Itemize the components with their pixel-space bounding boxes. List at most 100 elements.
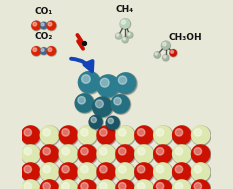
Circle shape — [77, 125, 97, 145]
Circle shape — [78, 97, 85, 104]
Circle shape — [96, 74, 120, 98]
Circle shape — [156, 148, 164, 155]
Circle shape — [127, 32, 133, 38]
Circle shape — [137, 129, 145, 136]
Circle shape — [134, 162, 154, 182]
Circle shape — [46, 46, 56, 56]
Circle shape — [172, 125, 192, 145]
Circle shape — [172, 145, 192, 164]
Circle shape — [135, 126, 154, 146]
Circle shape — [79, 72, 101, 94]
Circle shape — [82, 75, 90, 83]
Circle shape — [156, 129, 164, 136]
Circle shape — [115, 72, 137, 94]
Circle shape — [100, 78, 109, 87]
Circle shape — [97, 75, 120, 98]
Circle shape — [43, 148, 50, 155]
Circle shape — [154, 180, 173, 189]
Circle shape — [24, 166, 31, 173]
Circle shape — [93, 97, 113, 118]
Circle shape — [154, 52, 160, 58]
Circle shape — [21, 144, 40, 164]
Circle shape — [21, 180, 41, 189]
Circle shape — [119, 129, 126, 136]
Circle shape — [153, 179, 173, 189]
Circle shape — [40, 22, 48, 29]
Circle shape — [33, 48, 37, 52]
Circle shape — [194, 166, 202, 173]
Circle shape — [41, 49, 44, 51]
Circle shape — [122, 37, 128, 43]
Circle shape — [127, 32, 133, 38]
Circle shape — [154, 145, 173, 164]
Circle shape — [111, 95, 131, 114]
Circle shape — [172, 162, 192, 182]
Circle shape — [155, 53, 158, 55]
Circle shape — [154, 163, 173, 182]
Circle shape — [78, 71, 100, 94]
Circle shape — [116, 180, 135, 189]
Circle shape — [110, 94, 130, 114]
Circle shape — [40, 126, 60, 146]
Circle shape — [106, 116, 120, 130]
Circle shape — [154, 126, 173, 146]
Circle shape — [96, 162, 116, 182]
Circle shape — [120, 18, 130, 29]
Circle shape — [91, 117, 96, 123]
Circle shape — [137, 166, 145, 173]
Circle shape — [115, 33, 121, 39]
Circle shape — [21, 145, 41, 164]
Circle shape — [77, 162, 97, 182]
Circle shape — [191, 125, 210, 145]
Circle shape — [106, 116, 120, 130]
Circle shape — [78, 126, 98, 146]
Circle shape — [77, 179, 97, 189]
Circle shape — [96, 144, 116, 164]
Circle shape — [21, 125, 40, 145]
Circle shape — [78, 163, 98, 182]
Circle shape — [58, 125, 78, 145]
Circle shape — [175, 183, 183, 189]
Circle shape — [172, 126, 192, 146]
Circle shape — [156, 183, 164, 189]
Circle shape — [21, 162, 40, 182]
Circle shape — [40, 47, 48, 55]
Text: CO₁: CO₁ — [35, 7, 53, 16]
Circle shape — [153, 144, 173, 164]
Circle shape — [100, 148, 107, 155]
Circle shape — [115, 73, 137, 95]
Circle shape — [31, 46, 41, 56]
Circle shape — [43, 183, 50, 189]
Circle shape — [171, 50, 174, 53]
Circle shape — [75, 93, 94, 113]
Circle shape — [116, 126, 135, 146]
Circle shape — [175, 129, 183, 136]
Circle shape — [194, 148, 202, 155]
Circle shape — [59, 180, 79, 189]
Circle shape — [119, 148, 126, 155]
Circle shape — [191, 144, 210, 164]
Circle shape — [175, 148, 183, 155]
Circle shape — [161, 41, 170, 50]
Circle shape — [81, 148, 88, 155]
Circle shape — [40, 47, 48, 55]
Circle shape — [194, 129, 202, 136]
Circle shape — [172, 144, 192, 164]
Circle shape — [58, 144, 78, 164]
Circle shape — [116, 145, 135, 164]
Circle shape — [122, 37, 128, 43]
Circle shape — [40, 22, 48, 29]
Circle shape — [78, 180, 98, 189]
Circle shape — [43, 129, 50, 136]
Circle shape — [78, 145, 98, 164]
Text: CO₂: CO₂ — [34, 32, 53, 41]
Circle shape — [40, 163, 60, 182]
Circle shape — [120, 19, 131, 29]
Circle shape — [40, 125, 59, 145]
Circle shape — [116, 163, 135, 182]
Circle shape — [137, 183, 145, 189]
Circle shape — [41, 23, 44, 26]
Circle shape — [135, 180, 154, 189]
Circle shape — [97, 126, 116, 146]
Circle shape — [62, 129, 69, 136]
